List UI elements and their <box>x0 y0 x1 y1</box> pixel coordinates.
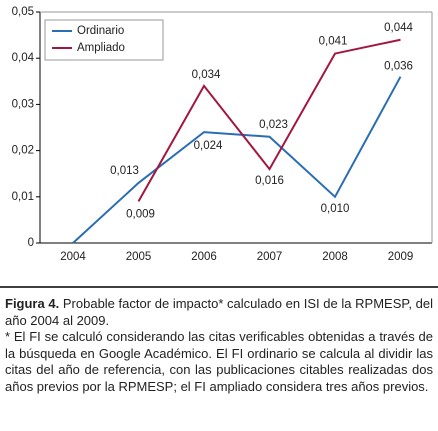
y-tick-label: 0,03 <box>12 98 34 110</box>
value-label: 0,016 <box>255 175 284 187</box>
value-label: 0,036 <box>384 61 413 73</box>
value-label: 0,010 <box>321 203 350 215</box>
x-tick-label: 2004 <box>60 251 86 263</box>
caption-label: Figura 4. <box>5 296 60 311</box>
y-tick-label: 0,05 <box>12 6 34 18</box>
value-label: 0,013 <box>110 165 139 177</box>
value-label: 0,009 <box>126 208 155 220</box>
value-label: 0,023 <box>259 119 288 131</box>
y-tick-label: 0,01 <box>12 191 34 203</box>
value-label: 0,044 <box>384 22 413 34</box>
value-label: 0,024 <box>194 140 223 152</box>
caption-text: Probable factor de impacto* calculado en… <box>5 296 433 328</box>
x-tick-label: 2007 <box>257 251 283 263</box>
legend-label: Ordinario <box>77 25 124 37</box>
caption-note: * El FI se calculó considerando las cita… <box>5 329 433 394</box>
caption: Figura 4. Probable factor de impacto* ca… <box>5 296 433 395</box>
x-tick-label: 2005 <box>126 251 152 263</box>
value-label: 0,041 <box>319 36 348 48</box>
value-label: 0,034 <box>192 69 221 81</box>
y-tick-label: 0 <box>28 237 34 249</box>
x-tick-label: 2008 <box>322 251 348 263</box>
caption-line: Figura 4. Probable factor de impacto* ca… <box>5 296 433 329</box>
x-tick-label: 2009 <box>388 251 414 263</box>
legend-label: Ampliado <box>77 42 125 54</box>
legend <box>44 19 164 61</box>
series-line <box>137 38 401 202</box>
y-tick-label: 0,02 <box>12 145 34 157</box>
chart: 0 0,01 0,02 0,03 0,04 0,05 2004 2005 2006 2007 200… <box>0 6 438 288</box>
x-tick-label: 2006 <box>191 251 217 263</box>
y-tick-label: 0,04 <box>12 52 35 64</box>
series-line <box>72 76 402 244</box>
